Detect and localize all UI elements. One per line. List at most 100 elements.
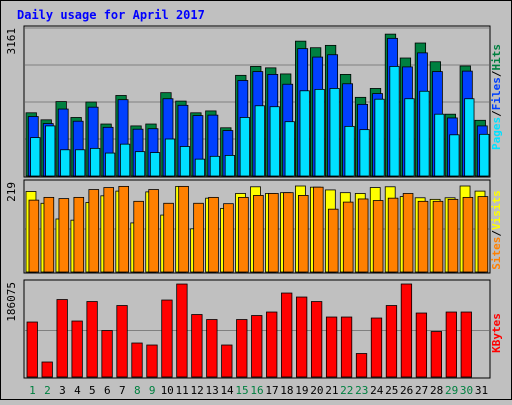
- day-label-13: 13: [205, 384, 218, 397]
- day-label-16: 16: [250, 384, 263, 397]
- pages-bar-30: [464, 98, 475, 177]
- kbytes-bar-17: [266, 311, 278, 378]
- ymax-label-kbytes: 186075: [5, 282, 18, 322]
- kbytes-bar-6: [101, 330, 113, 378]
- series-label-part: KBytes: [490, 313, 503, 353]
- day-label-24: 24: [370, 384, 384, 397]
- sites-bar-9: [148, 189, 159, 273]
- pages-bar-27: [419, 90, 430, 177]
- sites-bar-27: [417, 200, 429, 273]
- sites-bar-23: [357, 198, 369, 273]
- kbytes-bar-20: [310, 301, 323, 378]
- day-label-6: 6: [104, 384, 111, 397]
- day-label-12: 12: [191, 384, 204, 397]
- kbytes-bar-12: [191, 314, 203, 378]
- pages-bar-16: [254, 105, 265, 177]
- pages-bar-31: [479, 133, 490, 177]
- kbytes-bar-24: [370, 317, 383, 378]
- sites-bar-8: [133, 200, 144, 273]
- kbytes-bar-1: [26, 321, 38, 378]
- kbytes-bar-14: [221, 344, 233, 378]
- sites-bar-21: [327, 208, 339, 273]
- series-label-visits: Sites/Visits: [490, 190, 503, 270]
- pages-bar-5: [90, 147, 101, 177]
- kbytes-bar-21: [325, 316, 338, 378]
- pages-bar-15: [239, 117, 250, 177]
- day-label-28: 28: [430, 384, 443, 397]
- day-label-18: 18: [280, 384, 293, 397]
- series-label-part: Sites: [490, 237, 503, 270]
- ymax-label-visits: 219: [5, 182, 18, 202]
- kbytes-bar-13: [206, 319, 218, 378]
- pages-bar-20: [314, 88, 325, 177]
- day-label-1: 1: [29, 384, 36, 397]
- sites-bar-14: [223, 203, 234, 273]
- sites-bar-12: [193, 202, 204, 273]
- day-label-29: 29: [445, 384, 458, 397]
- pages-bar-24: [374, 98, 385, 177]
- kbytes-bar-2: [41, 361, 53, 378]
- day-label-3: 3: [59, 384, 66, 397]
- pages-bar-22: [344, 125, 355, 177]
- day-label-11: 11: [176, 384, 189, 397]
- series-label-part: Visits: [490, 190, 503, 230]
- pages-bar-26: [404, 98, 415, 177]
- kbytes-bar-4: [71, 320, 83, 378]
- day-label-19: 19: [295, 384, 308, 397]
- sites-bar-28: [432, 200, 444, 273]
- pages-bar-25: [389, 66, 400, 177]
- series-label-part: Files: [490, 77, 503, 110]
- day-label-15: 15: [235, 384, 248, 397]
- pages-bar-10: [164, 138, 176, 177]
- sites-bar-7: [118, 185, 129, 273]
- kbytes-bar-10: [161, 299, 173, 378]
- pages-bar-6: [105, 152, 116, 177]
- series-label-part: /: [490, 70, 503, 77]
- pages-bar-19: [299, 90, 310, 177]
- day-label-20: 20: [310, 384, 323, 397]
- day-label-17: 17: [265, 384, 278, 397]
- sites-bar-25: [387, 197, 399, 273]
- day-label-22: 22: [340, 384, 353, 397]
- series-label-kbytes: KBytes: [490, 313, 503, 353]
- kbytes-bar-11: [176, 283, 188, 378]
- kbytes-bar-16: [251, 315, 263, 378]
- sites-bar-24: [372, 200, 384, 273]
- pages-bar-18: [284, 121, 295, 177]
- kbytes-bar-27: [415, 312, 428, 378]
- sites-bar-16: [253, 195, 264, 273]
- pages-bar-14: [224, 154, 235, 177]
- pages-bar-28: [434, 113, 445, 177]
- sites-bar-5: [88, 189, 100, 273]
- day-label-5: 5: [89, 384, 96, 397]
- sites-bar-1: [28, 199, 40, 273]
- kbytes-bar-3: [56, 299, 68, 378]
- kbytes-bar-18: [281, 292, 293, 378]
- day-label-2: 2: [44, 384, 51, 397]
- kbytes-bar-9: [146, 344, 158, 378]
- sites-bar-22: [342, 201, 354, 273]
- series-label-part: Hits: [490, 44, 503, 71]
- series-label-part: /: [490, 110, 503, 117]
- day-label-14: 14: [220, 384, 234, 397]
- sites-bar-26: [402, 193, 414, 273]
- sites-bar-4: [73, 196, 85, 273]
- day-label-31: 31: [475, 384, 488, 397]
- day-label-8: 8: [134, 384, 141, 397]
- kbytes-bar-22: [340, 316, 353, 378]
- pages-bar-8: [134, 151, 146, 177]
- day-label-25: 25: [385, 384, 398, 397]
- pages-bar-2: [45, 125, 56, 177]
- series-label-hits: Pages/Files/Hits: [490, 44, 503, 150]
- day-label-27: 27: [415, 384, 428, 397]
- sites-bar-13: [208, 196, 219, 273]
- kbytes-bar-19: [296, 296, 308, 378]
- pages-bar-1: [30, 137, 41, 177]
- kbytes-bar-5: [86, 301, 98, 378]
- day-label-10: 10: [161, 384, 174, 397]
- sites-bar-6: [103, 187, 115, 273]
- sites-bar-31: [477, 196, 489, 273]
- series-label-part: Pages: [490, 117, 503, 150]
